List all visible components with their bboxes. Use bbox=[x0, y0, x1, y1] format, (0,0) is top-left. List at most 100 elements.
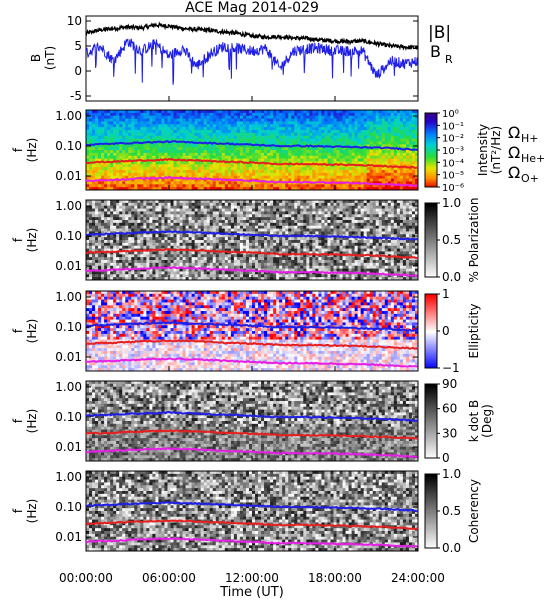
heatmap-cell bbox=[89, 138, 93, 142]
heatmap-cell bbox=[267, 127, 271, 131]
heatmap-cell bbox=[239, 262, 244, 267]
heatmap-cell bbox=[288, 121, 292, 125]
heatmap-cell bbox=[95, 112, 99, 117]
heatmap-cell bbox=[288, 132, 292, 137]
heatmap-cell bbox=[188, 225, 193, 229]
heatmap-cell bbox=[360, 144, 365, 148]
heatmap-cell bbox=[191, 205, 196, 209]
heatmap-cell bbox=[134, 274, 138, 278]
heatmap-cell bbox=[89, 257, 93, 261]
heatmap-cell bbox=[125, 110, 129, 114]
heatmap-cell bbox=[230, 124, 235, 128]
heatmap-cell bbox=[324, 127, 328, 131]
heatmap-cell bbox=[258, 274, 262, 278]
heatmap-cell bbox=[239, 161, 244, 165]
heatmap-cell bbox=[203, 152, 208, 157]
heatmap-cell bbox=[279, 175, 283, 179]
heatmap-cell bbox=[215, 115, 220, 119]
heatmap-cell bbox=[209, 181, 214, 185]
heatmap-cell bbox=[194, 172, 199, 177]
heatmap-cell bbox=[176, 187, 180, 191]
heatmap-cell bbox=[203, 121, 208, 125]
heatmap-cell bbox=[248, 254, 253, 258]
heatmap-cell bbox=[360, 161, 365, 165]
heatmap-cell bbox=[393, 150, 398, 154]
heatmap-cell bbox=[158, 164, 162, 168]
heatmap-cell bbox=[369, 115, 374, 119]
heatmap-cell bbox=[155, 251, 159, 255]
heatmap-cell bbox=[348, 121, 352, 125]
heatmap-cell bbox=[324, 161, 328, 165]
heatmap-cell bbox=[113, 170, 117, 174]
heatmap-cell bbox=[294, 124, 298, 128]
heatmap-cell bbox=[89, 260, 93, 264]
heatmap-cell bbox=[218, 234, 223, 238]
heatmap-cell bbox=[218, 132, 223, 137]
heatmap-cell bbox=[282, 152, 286, 157]
heatmap-cell bbox=[92, 150, 96, 154]
heatmap-cell bbox=[267, 240, 271, 244]
heatmap-cell bbox=[191, 130, 196, 134]
heatmap-cell bbox=[116, 130, 120, 134]
heatmap-cell bbox=[315, 127, 319, 131]
heatmap-cell bbox=[315, 150, 319, 154]
heatmap-cell bbox=[339, 187, 343, 191]
heatmap-cell bbox=[206, 251, 211, 255]
heatmap-cell bbox=[134, 164, 138, 168]
heatmap-cell bbox=[200, 167, 205, 171]
heatmap-cell bbox=[236, 211, 241, 215]
heatmap-cell bbox=[236, 214, 241, 218]
heatmap-cell bbox=[333, 110, 337, 114]
heatmap-cell bbox=[288, 184, 292, 188]
heatmap-cell bbox=[285, 138, 289, 142]
heatmap-cell bbox=[170, 262, 174, 267]
heatmap-cell bbox=[179, 118, 183, 122]
heatmap-cell bbox=[104, 132, 108, 137]
heatmap-cell bbox=[116, 205, 120, 209]
heatmap-cell bbox=[405, 138, 410, 142]
heatmap-cell bbox=[140, 118, 144, 122]
heatmap-cell bbox=[236, 181, 241, 185]
heatmap-cell bbox=[140, 130, 144, 134]
heatmap-cell bbox=[146, 222, 150, 227]
heatmap-cell bbox=[224, 237, 229, 241]
heatmap-cell bbox=[345, 112, 349, 117]
heatmap-cell bbox=[224, 144, 229, 148]
heatmap-cell bbox=[128, 170, 132, 174]
heatmap-cell bbox=[113, 115, 117, 119]
heatmap-cell bbox=[179, 132, 183, 137]
heatmap-cell bbox=[143, 175, 147, 179]
heatmap-cell bbox=[188, 115, 193, 119]
heatmap-cell bbox=[258, 127, 262, 131]
heatmap-cell bbox=[267, 222, 271, 227]
heatmap-cell bbox=[255, 115, 259, 119]
heatmap-cell bbox=[167, 205, 171, 209]
heatmap-cell bbox=[267, 248, 271, 252]
heatmap-cell bbox=[143, 115, 147, 119]
heatmap-cell bbox=[101, 187, 105, 191]
heatmap-cell bbox=[363, 172, 368, 177]
heatmap-cell bbox=[125, 277, 129, 281]
heatmap-cell bbox=[95, 222, 99, 227]
heatmap-cell bbox=[215, 274, 220, 278]
heatmap-cell bbox=[230, 158, 235, 162]
heatmap-cell bbox=[191, 118, 196, 122]
heatmap-cell bbox=[336, 155, 340, 159]
heatmap-cell bbox=[110, 237, 114, 241]
heatmap-cell bbox=[351, 152, 356, 157]
heatmap-cell bbox=[200, 220, 205, 224]
heatmap-cell bbox=[203, 214, 208, 218]
heatmap-cell bbox=[188, 164, 193, 168]
heatmap-cell bbox=[230, 260, 235, 264]
heatmap-cell bbox=[164, 245, 168, 249]
heatmap-cell bbox=[185, 222, 190, 227]
heatmap-cell bbox=[188, 271, 193, 275]
heatmap-cell bbox=[242, 257, 247, 261]
heatmap-cell bbox=[402, 141, 407, 145]
heatmap-cell bbox=[258, 121, 262, 125]
heatmap-cell bbox=[107, 118, 111, 122]
heatmap-cell bbox=[179, 184, 183, 188]
heatmap-cell bbox=[369, 187, 374, 191]
heatmap-cell bbox=[276, 167, 280, 171]
heatmap-cell bbox=[372, 141, 377, 145]
